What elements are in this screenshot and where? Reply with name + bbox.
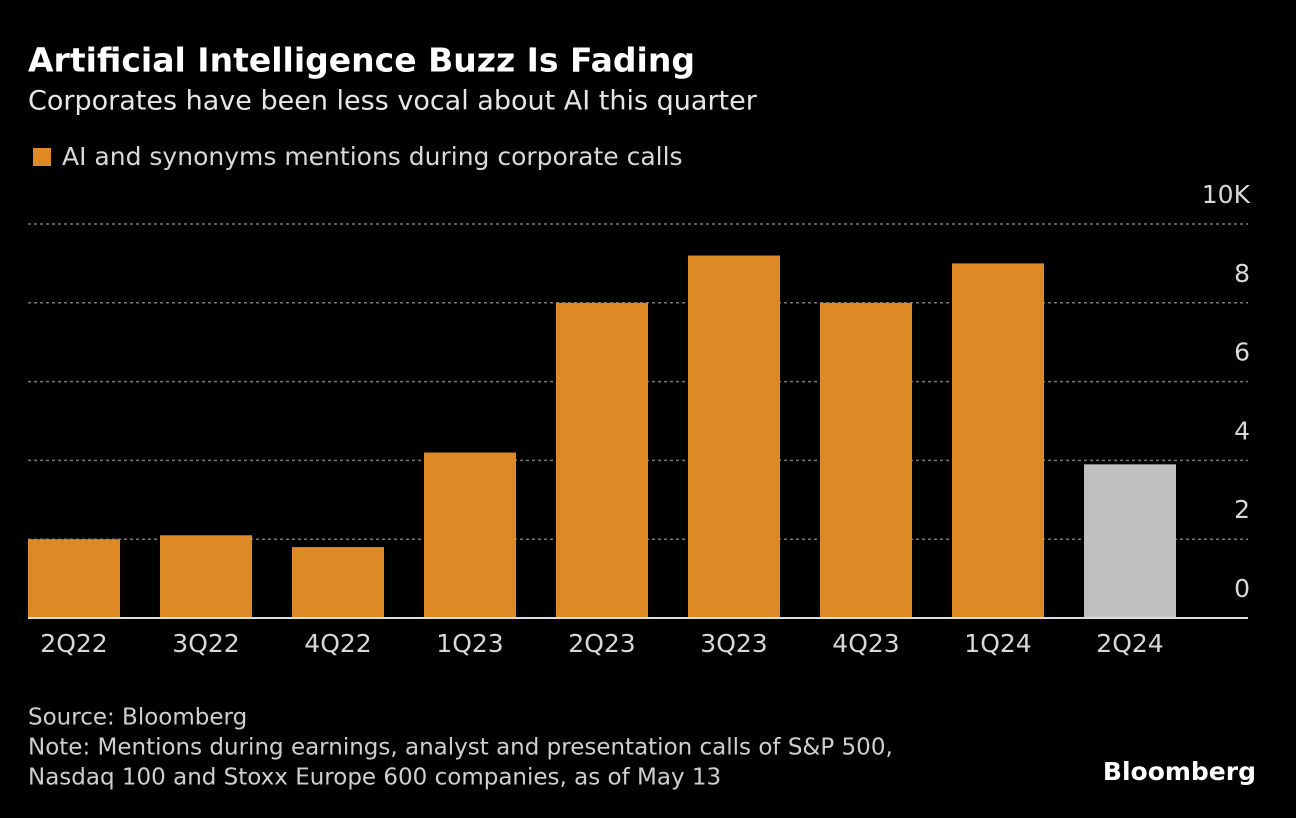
bar — [292, 547, 384, 618]
x-tick-label: 1Q24 — [964, 629, 1031, 658]
legend-label: AI and synonyms mentions during corporat… — [62, 142, 683, 171]
y-tick-label: 2 — [1234, 495, 1250, 524]
bar — [424, 452, 516, 618]
y-tick-label: 4 — [1234, 416, 1250, 445]
bar — [952, 263, 1044, 618]
bar — [1084, 464, 1176, 618]
logo: Bloomberg — [1103, 757, 1256, 786]
chart-title: Artificial Intelligence Buzz Is Fading — [28, 41, 695, 80]
bar — [688, 255, 780, 618]
y-tick-label: 0 — [1234, 574, 1250, 603]
x-tick-label: 3Q22 — [172, 629, 239, 658]
note: Note: Mentions during earnings, analyst … — [28, 735, 893, 761]
bar — [160, 535, 252, 618]
x-tick-label: 1Q23 — [436, 629, 503, 658]
x-tick-label: 2Q23 — [568, 629, 635, 658]
x-tick-label: 4Q22 — [304, 629, 371, 658]
note: Nasdaq 100 and Stoxx Europe 600 companie… — [28, 765, 721, 791]
bar — [820, 302, 912, 618]
bar — [28, 539, 120, 618]
legend-swatch — [33, 148, 51, 166]
source: Source: Bloomberg — [28, 705, 247, 731]
y-tick-label: 6 — [1234, 338, 1250, 367]
y-tick-label: 8 — [1234, 259, 1250, 288]
bar — [556, 302, 648, 618]
chart-subtitle: Corporates have been less vocal about AI… — [28, 86, 758, 117]
y-tick-label: 10K — [1202, 180, 1251, 209]
x-tick-label: 4Q23 — [832, 629, 899, 658]
x-tick-label: 3Q23 — [700, 629, 767, 658]
x-tick-label: 2Q24 — [1096, 629, 1163, 658]
x-tick-label: 2Q22 — [40, 629, 107, 658]
